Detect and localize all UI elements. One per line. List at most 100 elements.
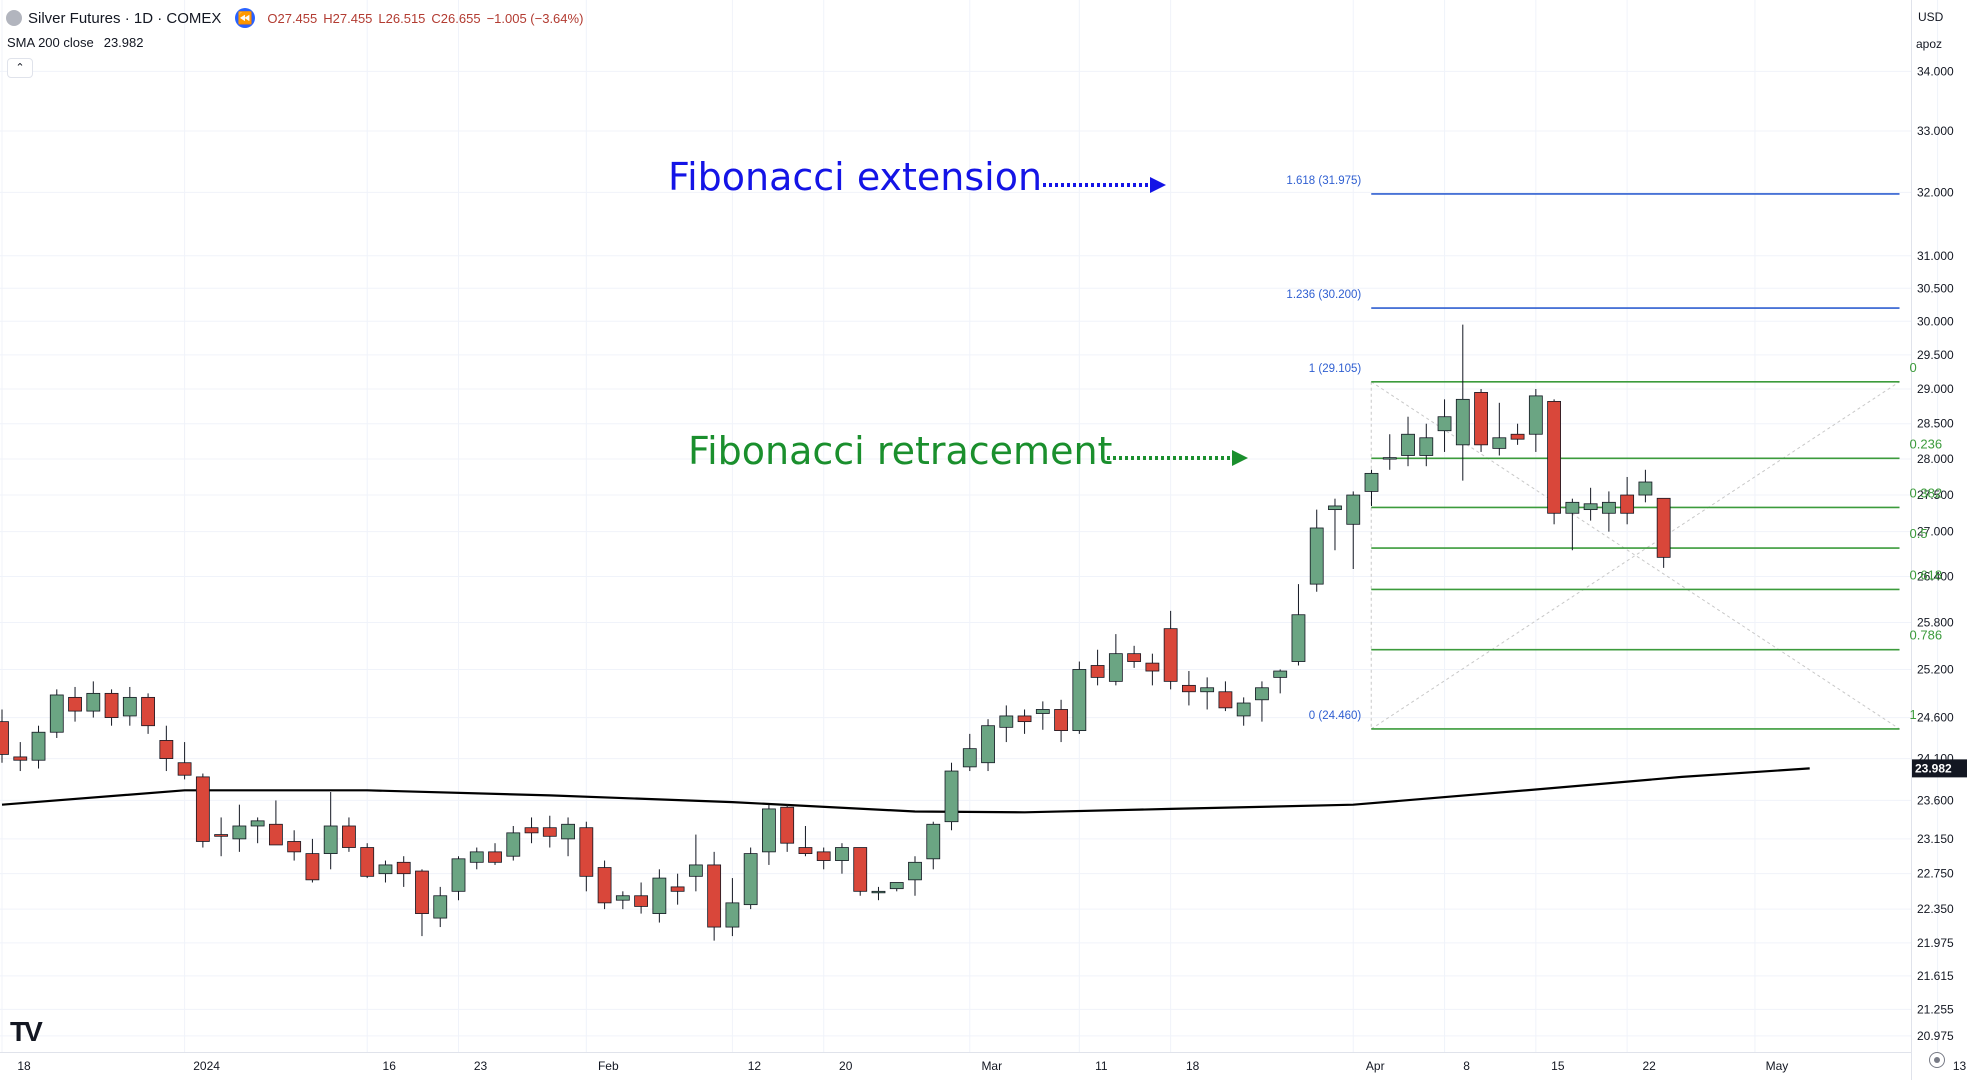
price-tick-label: 21.255 xyxy=(1917,1002,1954,1016)
fib-extension-arrow xyxy=(1043,177,1166,193)
candle-body xyxy=(908,861,922,881)
candle-body xyxy=(1528,395,1543,435)
candle xyxy=(1127,645,1142,668)
candle-body xyxy=(597,867,612,904)
price-tick-label: 25.200 xyxy=(1917,662,1954,676)
fib-retracement-label: 0 xyxy=(1910,360,1917,375)
gear-icon[interactable] xyxy=(1929,1052,1945,1068)
candle-body xyxy=(13,756,28,761)
fib-extension-label: 1 (29.105) xyxy=(1309,363,1362,375)
candle-body xyxy=(1601,501,1616,514)
candle xyxy=(871,886,886,901)
symbol-icon[interactable] xyxy=(6,10,22,26)
time-tick-label: 23 xyxy=(474,1059,488,1073)
candle-body xyxy=(1565,501,1580,514)
candle xyxy=(1474,388,1488,452)
candle-body xyxy=(1328,505,1342,511)
candle xyxy=(433,886,448,928)
candle xyxy=(13,742,28,772)
fib-retracement-label: 0.382 xyxy=(1910,485,1943,500)
fib-extension-annotation: Fibonacci extension xyxy=(668,155,1043,199)
candle-body xyxy=(195,776,210,842)
candle xyxy=(688,834,703,892)
candle-body xyxy=(1583,503,1598,511)
candle-body xyxy=(1236,702,1251,717)
candle xyxy=(1547,399,1561,525)
candle-body xyxy=(415,870,429,914)
candle-body xyxy=(707,864,722,928)
candle-body xyxy=(981,725,995,764)
candle xyxy=(1638,469,1653,503)
candle-body xyxy=(250,820,265,827)
candle-body xyxy=(323,825,338,854)
candle-body xyxy=(871,890,886,894)
ohlc-close: C26.655 xyxy=(431,10,481,26)
candle xyxy=(1620,476,1635,525)
candle xyxy=(1017,709,1032,734)
fib-retracement-arrow-head xyxy=(1232,450,1248,466)
fib-retracement-label: 0.5 xyxy=(1910,526,1928,541)
candle-body xyxy=(889,882,904,890)
candle-body xyxy=(1291,614,1306,662)
symbol-title[interactable]: Silver Futures · 1D · COMEX xyxy=(28,9,222,27)
candle xyxy=(49,689,64,738)
ohlc-low: L26.515 xyxy=(378,10,426,26)
fib-retracement-arrow xyxy=(1107,450,1248,466)
currency-selector[interactable]: USD xyxy=(1918,10,1944,24)
candle xyxy=(342,817,356,852)
tradingview-logo[interactable]: TV xyxy=(10,1016,43,1047)
candle xyxy=(835,843,849,874)
price-tick-label: 21.615 xyxy=(1917,969,1954,983)
candle xyxy=(652,869,667,923)
candle xyxy=(287,830,302,861)
price-tick-label: 27.500 xyxy=(1917,488,1954,502)
time-tick-label: May xyxy=(1766,1059,1789,1073)
candle xyxy=(232,804,247,852)
fib-retracement-annotation: Fibonacci retracement xyxy=(688,429,1113,473)
candle xyxy=(1401,416,1415,467)
price-tick-label: 26.400 xyxy=(1917,570,1954,584)
candle-body xyxy=(1346,494,1361,525)
price-tick-label: 23.150 xyxy=(1917,832,1954,846)
candle xyxy=(1528,388,1543,452)
candle-body xyxy=(1035,709,1050,714)
candle xyxy=(1054,699,1068,743)
time-tick-label: Mar xyxy=(981,1059,1002,1073)
candle xyxy=(707,851,722,941)
candle-body xyxy=(1054,709,1068,731)
candle xyxy=(268,800,283,846)
replay-icon[interactable]: ⏪ xyxy=(235,8,256,28)
candle xyxy=(798,825,813,857)
candle xyxy=(561,817,575,857)
candle-body xyxy=(396,861,411,875)
collapse-legend-button[interactable]: ⌃ xyxy=(7,58,33,78)
candle-body xyxy=(615,895,630,901)
candle xyxy=(378,860,393,883)
candle xyxy=(962,733,977,772)
candle-body xyxy=(780,806,795,844)
candle-body xyxy=(1364,472,1379,492)
candle-body xyxy=(1090,665,1105,678)
candle-body xyxy=(1127,653,1142,662)
candle xyxy=(1163,610,1178,690)
candle-body xyxy=(926,823,941,860)
time-tick-label: 8 xyxy=(1463,1059,1470,1073)
candle xyxy=(1656,497,1671,568)
candle xyxy=(780,804,795,852)
scale-mode-toggle[interactable]: apoz xyxy=(1916,37,1943,51)
candle xyxy=(999,705,1014,743)
time-tick-label: 18 xyxy=(1186,1059,1200,1073)
candle xyxy=(214,817,229,857)
candle-body xyxy=(762,808,776,853)
candle-body xyxy=(1510,433,1525,440)
candle-body xyxy=(1108,653,1123,682)
price-tick-label: 29.000 xyxy=(1917,382,1954,396)
time-tick-label: Feb xyxy=(598,1059,619,1073)
candle-body xyxy=(743,853,758,906)
candle-body xyxy=(1072,669,1087,731)
candle xyxy=(122,686,137,726)
indicator-legend[interactable]: SMA 200 close 23.982 xyxy=(7,35,143,50)
candle-body xyxy=(177,762,192,776)
candle xyxy=(159,725,174,772)
